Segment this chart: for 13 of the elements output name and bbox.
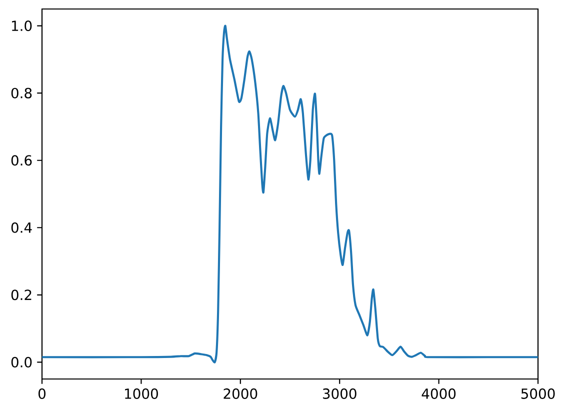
y-tick-label: 0.2 [11, 290, 32, 300]
y-tick-label: 0.4 [11, 222, 32, 233]
x-tick-label: 0 [38, 388, 46, 399]
y-tick-label: 0.6 [11, 155, 32, 166]
line-series [42, 24, 538, 364]
x-tick-label: 2000 [224, 388, 258, 399]
x-tick-label: 4000 [422, 388, 456, 399]
y-tick-label: 0.8 [11, 88, 32, 98]
y-tick-label: 1.0 [12, 20, 32, 32]
x-tick-label: 5000 [521, 388, 555, 399]
y-tick-label: 0.0 [11, 356, 32, 368]
x-tick-label: 1000 [125, 388, 158, 399]
x-tick-label: 3000 [322, 388, 356, 399]
